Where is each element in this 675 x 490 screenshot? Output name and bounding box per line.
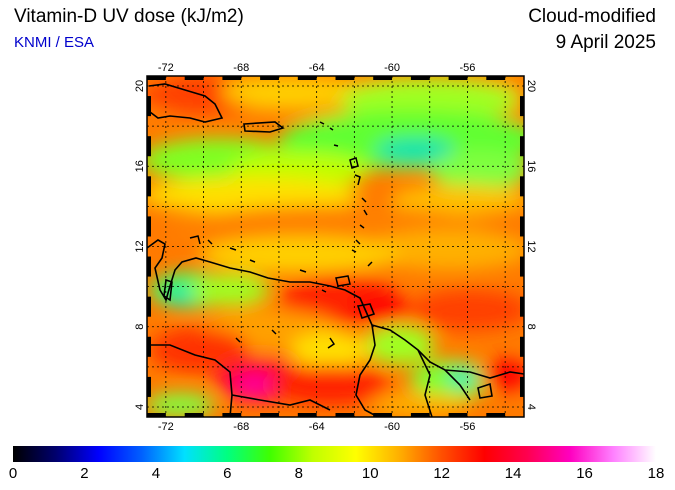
frame-tick [448, 413, 468, 417]
frame-tick [486, 413, 506, 417]
frame-tick [335, 413, 355, 417]
frame-tick [520, 376, 524, 397]
frame-tick [373, 413, 393, 417]
color-scale-label: 0 [8, 465, 18, 482]
lon-tick-label: -60 [384, 421, 400, 433]
map-title: Vitamin-D UV dose (kJ/m2) [14, 6, 244, 27]
color-scale-label: 12 [433, 465, 450, 482]
dose-field [147, 76, 524, 417]
lon-tick-label: -68 [233, 421, 249, 433]
product-label: Cloud-modified [528, 6, 656, 27]
date-label: 9 April 2025 [555, 32, 656, 53]
frame-tick [520, 256, 524, 277]
frame-tick [448, 76, 468, 80]
source-label: KNMI / ESA [14, 34, 95, 51]
color-scale-bar [13, 446, 656, 462]
frame-tick [335, 76, 355, 80]
lat-tick-label: 4 [134, 404, 146, 410]
lat-tick-label: 8 [525, 324, 537, 330]
lat-tick-label: 20 [525, 80, 537, 92]
frame-tick [147, 336, 151, 357]
lon-tick-label: -56 [459, 421, 475, 433]
frame-tick [297, 413, 317, 417]
uv-dose-map: -72 -72 -68 -68 -64 -64 -60 -60 -56 -56 4 4 8 8 12 12 16… [134, 62, 537, 433]
frame-tick [260, 413, 279, 417]
lat-tick-label: 16 [525, 160, 537, 172]
frame-tick [147, 136, 151, 157]
frame-tick [297, 76, 317, 80]
frame-tick [147, 296, 151, 317]
frame-tick [486, 76, 506, 80]
coastlines [147, 83, 524, 417]
lon-tick-label: -60 [384, 62, 400, 74]
frame-tick [147, 96, 151, 117]
frame-tick [147, 76, 166, 80]
color-scale-label: 18 [647, 465, 665, 482]
frame-tick [520, 176, 524, 197]
color-scale-label: 2 [80, 465, 89, 482]
color-scale-label: 16 [576, 465, 593, 482]
lat-tick-label: 12 [134, 240, 146, 252]
frame-tick [147, 413, 166, 417]
lon-tick-label: -68 [233, 62, 249, 74]
frame-tick [410, 413, 430, 417]
frame-tick [184, 413, 204, 417]
graticule [147, 76, 524, 417]
frame-tick [222, 413, 242, 417]
frame-tick [260, 76, 279, 80]
color-scale-label: 14 [504, 465, 522, 482]
lon-tick-label: -64 [309, 62, 325, 74]
frame-tick [520, 136, 524, 157]
lon-tick-label: -56 [459, 62, 475, 74]
axis-ticks: -72 -72 -68 -68 -64 -64 -60 -60 -56 -56 4 4 8 8 12 12 16… [134, 62, 537, 433]
lon-tick-label: -64 [309, 421, 325, 433]
lat-tick-label: 16 [134, 160, 146, 172]
frame-tick [222, 76, 242, 80]
color-scale-gradient [13, 446, 656, 462]
lat-tick-label: 12 [525, 240, 537, 252]
island-markers [189, 121, 373, 349]
frame-tick [147, 256, 151, 277]
lon-tick-label: -72 [158, 421, 174, 433]
frame-tick [184, 76, 204, 80]
frame-tick [410, 76, 430, 80]
frame-tick [373, 76, 393, 80]
lon-tick-label: -72 [158, 62, 174, 74]
frame-tick [520, 216, 524, 237]
frame-tick [520, 336, 524, 357]
color-scale-label: 10 [361, 465, 379, 482]
lat-tick-label: 4 [525, 404, 537, 410]
frame-tick [520, 296, 524, 317]
frame-tick [147, 176, 151, 197]
lat-tick-label: 20 [134, 80, 146, 92]
lat-tick-label: 8 [134, 324, 146, 330]
color-scale-label: 6 [223, 465, 232, 482]
frame-tick [147, 376, 151, 397]
frame-tick [520, 96, 524, 117]
color-scale-label: 8 [294, 465, 303, 482]
color-scale-label: 4 [151, 465, 161, 482]
frame-tick [147, 216, 151, 237]
